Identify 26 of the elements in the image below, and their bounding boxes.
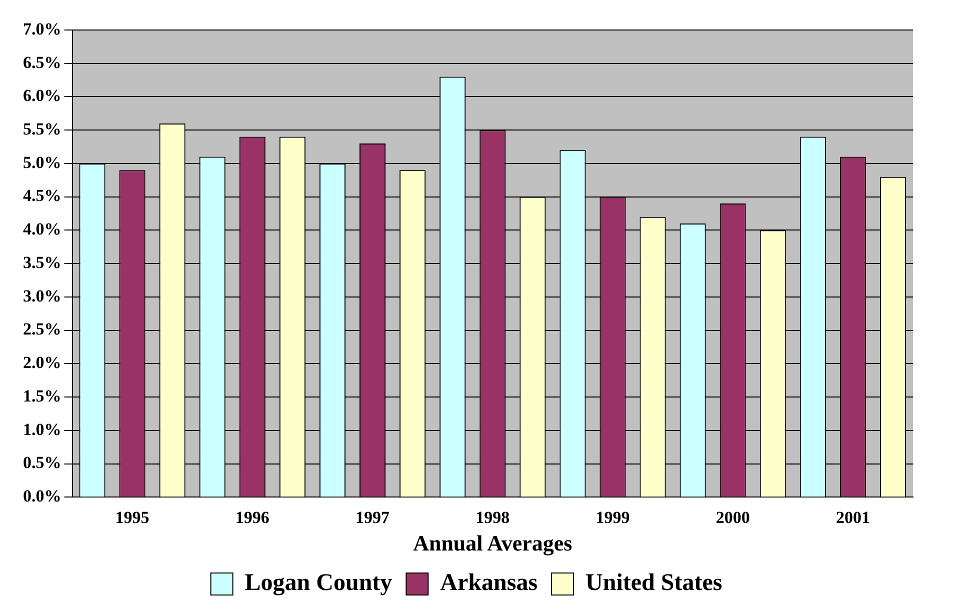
x-axis-title: Annual Averages [413, 530, 573, 556]
x-tick-label: 1998 [476, 508, 510, 527]
y-tick-label: 3.5% [23, 252, 62, 272]
y-tick-label: 4.5% [23, 186, 62, 206]
legend-label: United States [586, 570, 722, 596]
y-tick-label: 1.5% [23, 386, 62, 406]
x-tick-label: 1996 [235, 508, 270, 527]
x-tick-label: 2001 [836, 508, 870, 527]
y-tick-label: 6.5% [23, 52, 62, 72]
y-tick-label: 4.0% [23, 220, 62, 239]
legend-label: Logan County [244, 570, 392, 596]
y-tick-label: 2.5% [23, 320, 62, 339]
y-tick-label: 5.0% [23, 152, 62, 172]
y-tick-label: 6.0% [23, 86, 62, 106]
y-tick-label: 0.0% [23, 486, 62, 506]
x-tick-label: 2000 [716, 508, 750, 527]
y-tick-label: 0.5% [23, 453, 62, 472]
y-tick-label: 2.0% [23, 353, 62, 372]
legend-label: Arkansas [440, 570, 538, 596]
y-tick-label: 1.0% [23, 420, 62, 439]
x-tick-label: 1997 [356, 508, 390, 527]
x-tick-label: 1995 [115, 508, 150, 527]
y-tick-label: 7.0% [23, 19, 62, 38]
x-tick-label: 1999 [596, 508, 630, 527]
y-tick-label: 5.5% [23, 120, 62, 139]
y-tick-label: 3.0% [23, 286, 62, 306]
